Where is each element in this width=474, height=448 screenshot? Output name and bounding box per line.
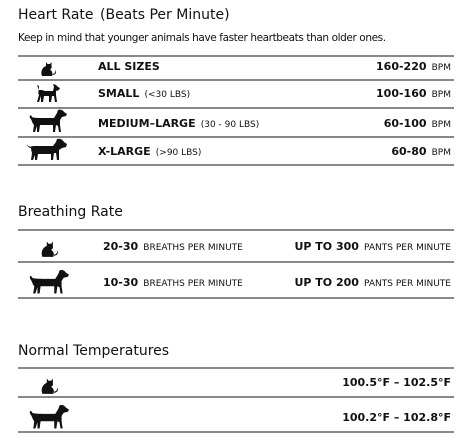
cat-icon	[41, 378, 58, 394]
bpm: 60-100 BPM	[384, 114, 451, 133]
value: UP TO 300	[294, 240, 359, 253]
unit: BREATHS PER MINUTE	[143, 279, 243, 289]
dog-icon	[29, 405, 69, 429]
size-label: MEDIUM–LARGE (30 - 90 LBS)	[98, 114, 259, 133]
range: 100-160	[376, 87, 427, 100]
unit: BPM	[432, 90, 451, 100]
weight: (<30 LBS)	[145, 90, 191, 100]
large-dog-icon	[27, 138, 67, 160]
note: Keep in mind that younger animals have f…	[18, 32, 386, 44]
cat-rate: 20-30 BREATHS PER MINUTE	[103, 237, 243, 256]
value: 10-30	[103, 276, 139, 289]
bpm: 100-160 BPM	[376, 84, 451, 103]
bpm: 60-80 BPM	[391, 142, 451, 161]
dog-rate: UP TO 300 PANTS PER MINUTE	[294, 237, 451, 256]
dog-icon	[29, 270, 69, 294]
range: 60-100	[384, 117, 427, 130]
unit: PANTS PER MINUTE	[364, 243, 451, 253]
section-title: Heart Rate	[18, 7, 94, 23]
size: SMALL	[98, 87, 139, 100]
unit: BPM	[432, 63, 451, 73]
section-title: Normal Temperatures	[18, 343, 169, 359]
weight: (30 - 90 LBS)	[201, 120, 260, 130]
size-label: ALL SIZES	[98, 60, 160, 73]
unit: BREATHS PER MINUTE	[143, 243, 243, 253]
range: 60-80	[391, 145, 427, 158]
unit: BPM	[432, 120, 451, 130]
size-label: X-LARGE (>90 LBS)	[98, 142, 201, 161]
temperature: 100.2°F – 102.8°F	[342, 411, 451, 424]
weight: (>90 LBS)	[156, 148, 202, 158]
small-dog-icon	[37, 84, 60, 102]
size: X-LARGE	[98, 145, 151, 158]
size: MEDIUM–LARGE	[98, 117, 196, 130]
bpm: 160-220 BPM	[376, 57, 451, 76]
value: UP TO 200	[294, 276, 359, 289]
unit: PANTS PER MINUTE	[364, 279, 451, 289]
range: 160-220	[376, 60, 427, 73]
dog-rate: UP TO 200 PANTS PER MINUTE	[294, 273, 451, 292]
medium-dog-icon	[29, 109, 68, 132]
section-title: Breathing Rate	[18, 204, 123, 220]
size-label: SMALL (<30 LBS)	[98, 84, 190, 103]
cat-icon	[41, 241, 58, 257]
value: 20-30	[103, 240, 139, 253]
cat-icon	[41, 62, 56, 76]
temperature: 100.5°F – 102.5°F	[342, 376, 451, 389]
cat-rate: 10-30 BREATHS PER MINUTE	[103, 273, 243, 292]
unit: BPM	[432, 148, 451, 158]
section-unit: (Beats Per Minute)	[100, 7, 230, 23]
